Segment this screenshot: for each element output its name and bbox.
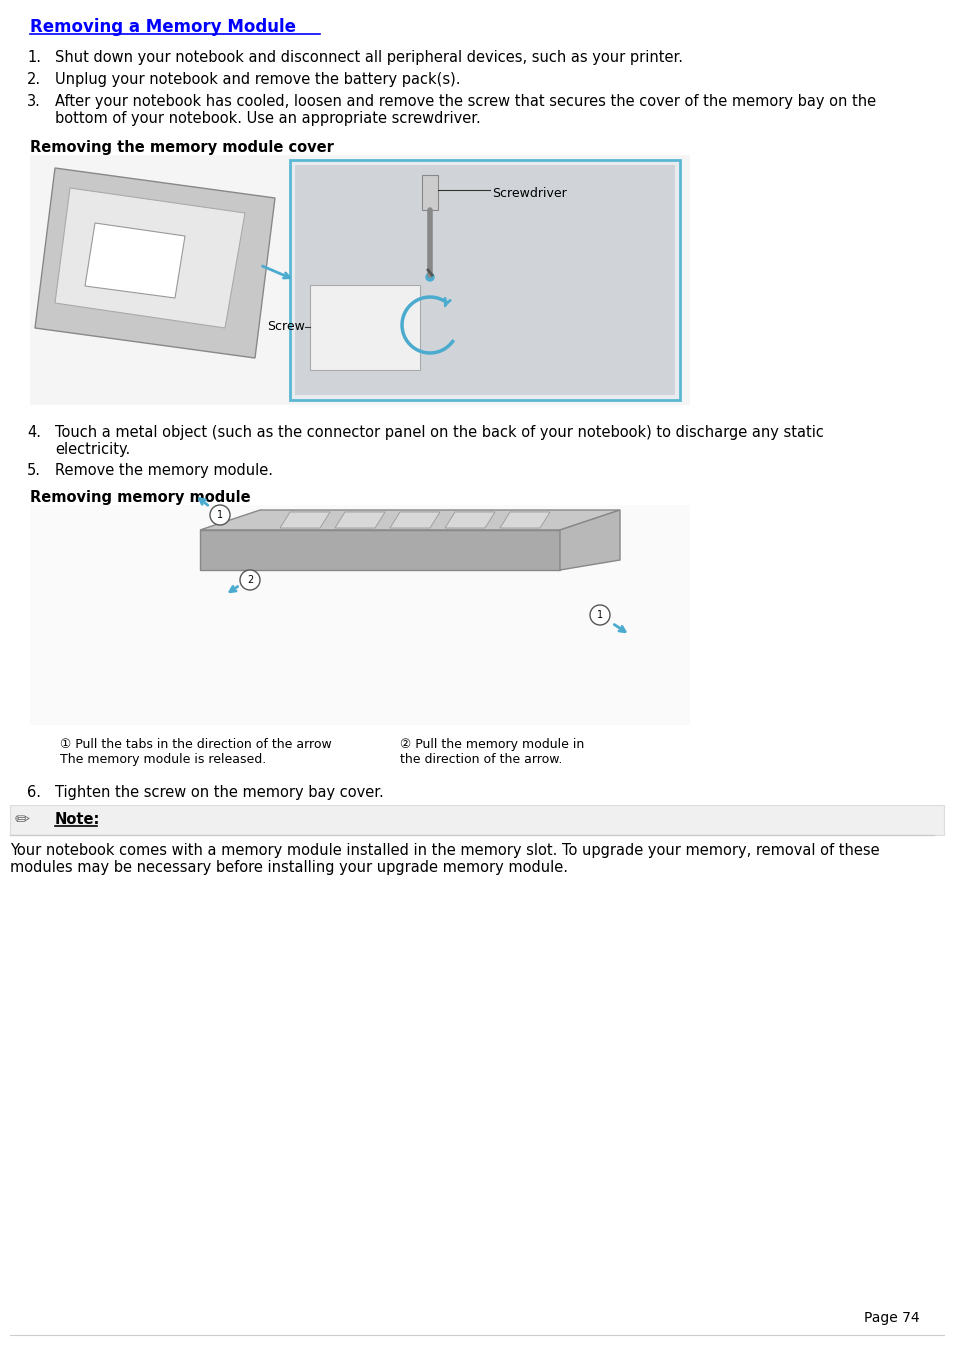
- Bar: [310, 285, 419, 370]
- Text: 1.: 1.: [27, 50, 41, 65]
- Bar: [30, 155, 689, 405]
- Bar: [294, 165, 675, 394]
- Text: 4.: 4.: [27, 426, 41, 440]
- Polygon shape: [390, 512, 439, 528]
- Text: 1: 1: [216, 509, 223, 520]
- Polygon shape: [200, 530, 559, 570]
- Text: After your notebook has cooled, loosen and remove the screw that secures the cov: After your notebook has cooled, loosen a…: [55, 95, 875, 127]
- Polygon shape: [444, 512, 495, 528]
- Text: Removing the memory module cover: Removing the memory module cover: [30, 141, 334, 155]
- Text: Touch a metal object (such as the connector panel on the back of your notebook) : Touch a metal object (such as the connec…: [55, 426, 823, 458]
- Text: Removing a Memory Module: Removing a Memory Module: [30, 18, 295, 36]
- Bar: [30, 505, 689, 725]
- Polygon shape: [421, 176, 437, 209]
- Text: Note:: Note:: [55, 812, 100, 827]
- Text: Unplug your notebook and remove the battery pack(s).: Unplug your notebook and remove the batt…: [55, 72, 460, 86]
- Text: Shut down your notebook and disconnect all peripheral devices, such as your prin: Shut down your notebook and disconnect a…: [55, 50, 682, 65]
- Bar: [290, 159, 679, 400]
- Text: 2.: 2.: [27, 72, 41, 86]
- Text: 1: 1: [597, 611, 602, 620]
- Text: 3.: 3.: [27, 95, 41, 109]
- Text: Removing memory module: Removing memory module: [30, 490, 251, 505]
- Text: Your notebook comes with a memory module installed in the memory slot. To upgrad: Your notebook comes with a memory module…: [10, 843, 879, 875]
- Text: 2: 2: [247, 576, 253, 585]
- Text: ② Pull the memory module in
the direction of the arrow.: ② Pull the memory module in the directio…: [399, 738, 583, 766]
- Polygon shape: [55, 188, 245, 328]
- Polygon shape: [85, 223, 185, 299]
- Text: Tighten the screw on the memory bay cover.: Tighten the screw on the memory bay cove…: [55, 785, 383, 800]
- Circle shape: [426, 273, 434, 281]
- Circle shape: [589, 605, 609, 626]
- Text: Remove the memory module.: Remove the memory module.: [55, 463, 273, 478]
- Polygon shape: [499, 512, 550, 528]
- Text: Screw: Screw: [267, 320, 305, 334]
- Text: Page 74: Page 74: [863, 1310, 919, 1325]
- Polygon shape: [280, 512, 330, 528]
- Polygon shape: [35, 168, 274, 358]
- Polygon shape: [335, 512, 385, 528]
- Polygon shape: [200, 509, 619, 530]
- Text: ✏: ✏: [15, 811, 30, 830]
- Text: ① Pull the tabs in the direction of the arrow
The memory module is released.: ① Pull the tabs in the direction of the …: [60, 738, 332, 766]
- Circle shape: [210, 505, 230, 526]
- Text: 5.: 5.: [27, 463, 41, 478]
- Polygon shape: [559, 509, 619, 570]
- Text: 6.: 6.: [27, 785, 41, 800]
- Text: Screwdriver: Screwdriver: [492, 186, 566, 200]
- Circle shape: [240, 570, 260, 590]
- Bar: [10, 805, 943, 835]
